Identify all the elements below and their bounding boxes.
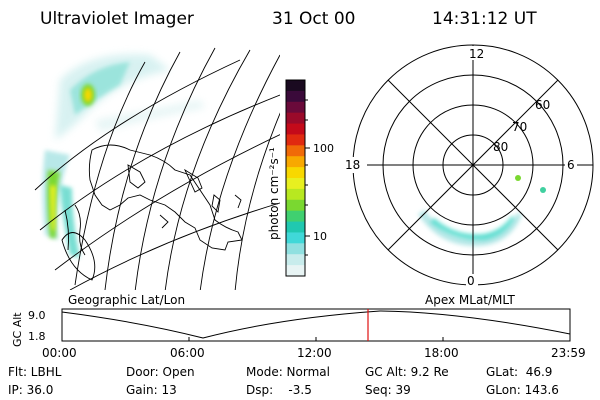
colorbar-unit-label: photon cm⁻²s⁻¹ bbox=[267, 147, 281, 240]
mode-readout: Mode: Normal bbox=[246, 365, 330, 379]
timeline-xtick-0600: 06:00 bbox=[170, 346, 205, 360]
colorbar-cell bbox=[286, 199, 305, 212]
colorbar-cell bbox=[286, 232, 305, 244]
mlat-label-80: 80 bbox=[493, 140, 508, 154]
polar-coordinate-label: Apex MLat/MLT bbox=[425, 293, 515, 307]
colorbar-cell bbox=[286, 210, 305, 223]
timeline-xtick-1800: 18:00 bbox=[424, 346, 459, 360]
colorbar-cell bbox=[286, 221, 305, 234]
gain-readout: Gain: 13 bbox=[126, 383, 177, 397]
glat-readout: GLat: 46.9 bbox=[486, 365, 552, 379]
timeline-axis-label: GC Alt bbox=[11, 312, 24, 347]
coastlines bbox=[64, 144, 243, 256]
uv-emission-polar bbox=[418, 175, 546, 247]
dsp-readout: Dsp: -3.5 bbox=[246, 383, 312, 397]
color-scale-bar: 100 10 photon cm⁻²s⁻¹ bbox=[267, 79, 334, 277]
timeline-xtick-0000: 00:00 bbox=[42, 346, 77, 360]
door-readout: Door: Open bbox=[126, 365, 195, 379]
colorbar-cell bbox=[286, 112, 305, 125]
status-readouts: Flt: LBHL IP: 36.0 Door: Open Gain: 13 M… bbox=[8, 365, 559, 397]
timeline-xtick-1200: 12:00 bbox=[297, 346, 332, 360]
colorbar-cell bbox=[286, 123, 305, 136]
timeline-ytick-1: 1.8 bbox=[28, 330, 46, 343]
timeline-xtick-2359: 23:59 bbox=[551, 346, 586, 360]
colorbar-cell bbox=[286, 265, 305, 277]
colorbar-cell bbox=[286, 188, 305, 201]
mlt-label-6: 6 bbox=[567, 158, 575, 172]
colorbar-cell bbox=[286, 178, 305, 190]
image-time: 14:31:12 UT bbox=[432, 9, 537, 29]
gc-alt-readout: GC Alt: 9.2 Re bbox=[365, 365, 449, 379]
glon-readout: GLon: 143.6 bbox=[486, 383, 559, 397]
colorbar-cell bbox=[286, 243, 305, 255]
image-date: 31 Oct 00 bbox=[272, 9, 355, 29]
colorbar-cell bbox=[286, 167, 305, 179]
colorbar-cell bbox=[286, 156, 305, 168]
geo-projection-label: Geographic Lat/Lon bbox=[68, 293, 185, 307]
colorbar-tick-100: 100 bbox=[313, 142, 334, 155]
mlat-label-60: 60 bbox=[535, 98, 550, 112]
ip-readout: IP: 36.0 bbox=[8, 383, 53, 397]
mlt-label-12: 12 bbox=[469, 47, 484, 61]
apex-polar-plot: 12 18 6 0 60 70 80 bbox=[341, 44, 594, 288]
mlt-label-0: 0 bbox=[467, 274, 475, 288]
instrument-title: Ultraviolet Imager bbox=[40, 9, 194, 29]
colorbar-tick-10: 10 bbox=[313, 230, 327, 243]
colorbar-cell bbox=[286, 80, 305, 92]
colorbar-cell bbox=[286, 145, 305, 157]
altitude-timeline: GC Alt 9.0 1.8 00:00 06:00 12:00 18:00 2… bbox=[11, 308, 586, 360]
mlt-label-18: 18 bbox=[345, 158, 360, 172]
timeline-ytick-9: 9.0 bbox=[28, 309, 46, 322]
geographic-map bbox=[34, 47, 280, 290]
mlat-label-70: 70 bbox=[512, 120, 527, 134]
uv-emission-geographic bbox=[42, 54, 205, 258]
colorbar-cell bbox=[286, 254, 305, 266]
sequence-readout: Seq: 39 bbox=[365, 383, 411, 397]
colorbar-cell bbox=[286, 101, 305, 114]
colorbar-cell bbox=[286, 134, 305, 146]
colorbar-cell bbox=[286, 90, 305, 103]
filter-readout: Flt: LBHL bbox=[8, 365, 62, 379]
